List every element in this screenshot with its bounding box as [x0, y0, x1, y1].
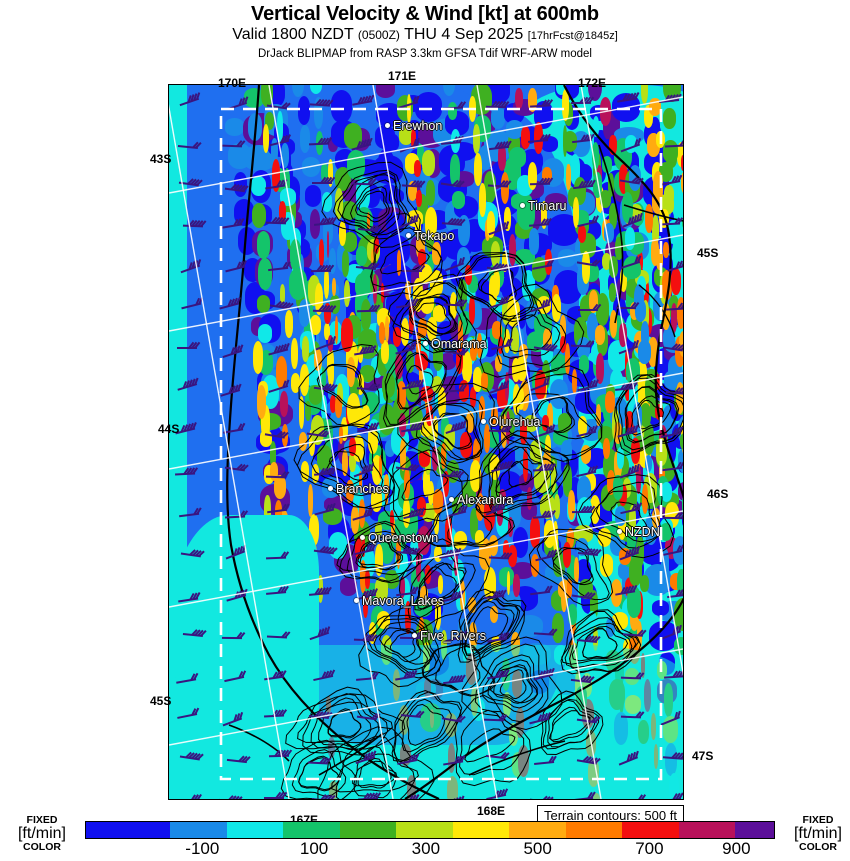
coord-46s-right: 46S — [707, 487, 729, 501]
forecast-hour: [17hrFcst@1845z] — [527, 30, 618, 42]
city-label: Olurehua — [489, 414, 541, 429]
colorbar-segment — [622, 822, 679, 838]
coord-45s-left: 45S — [150, 694, 172, 708]
city-marker[interactable]: Omarama — [423, 335, 487, 353]
units-color-label-left: COLOR — [23, 840, 61, 853]
coord-168e-bottom: 168E — [477, 804, 506, 818]
units-fixed-label-right: FIXED — [802, 814, 834, 826]
city-dot-icon — [423, 341, 428, 347]
colorbar-units-right: FIXED [ft/min] COLOR — [786, 815, 850, 852]
colorbar-units-left: FIXED [ft/min] COLOR — [2, 815, 82, 852]
forecast-map[interactable]: Erewhon Timaru Tekapo Omarama Olurehua Branch… — [168, 84, 684, 800]
city-marker[interactable]: Erewhon — [385, 117, 442, 135]
city-dot-icon — [354, 598, 359, 604]
colorbar-tick-labels: -100 100 300 500 700 900 — [85, 839, 775, 861]
city-marker[interactable]: Queenstown — [360, 529, 438, 547]
coord-170e-top: 170E — [218, 76, 247, 90]
colorbar-segment — [339, 822, 397, 838]
colorbar-tick: 900 — [722, 839, 751, 858]
valid-date: THU 4 Sep 2025 — [404, 26, 524, 43]
colorbar-segment — [678, 822, 736, 838]
units-fixed-label-left: FIXED — [26, 814, 58, 826]
city-label: Tekapo — [414, 228, 455, 243]
coord-44s-left: 44S — [158, 422, 180, 436]
coord-172e-top: 172E — [578, 76, 607, 90]
city-label: Five_Rivers — [420, 628, 486, 643]
city-dot-icon — [412, 633, 417, 639]
units-color-label-right: COLOR — [799, 840, 837, 853]
colorbar-tick: -100 — [185, 839, 220, 858]
city-marker[interactable]: Alexandra — [449, 491, 513, 509]
title-block: Vertical Velocity & Wind [kt] at 600mb V… — [0, 0, 850, 62]
city-label: Alexandra — [457, 492, 514, 507]
city-label: Mavora_Lakes — [362, 593, 444, 608]
city-dot-icon — [481, 419, 486, 425]
coord-171e-top: 171E — [388, 69, 417, 83]
coord-47s-right: 47S — [692, 749, 714, 763]
city-label: Omarama — [431, 336, 487, 351]
colorbar-tick: 300 — [411, 839, 441, 858]
colorbar-segment — [565, 822, 623, 838]
units-ftmin-label-left: [ft/min] — [17, 824, 66, 842]
city-label-layer: Erewhon Timaru Tekapo Omarama Olurehua Branch… — [169, 85, 683, 799]
city-label: NZDN — [625, 524, 660, 539]
colorbar-tick: 700 — [635, 839, 664, 858]
city-marker[interactable]: Timaru — [520, 197, 566, 215]
city-dot-icon — [328, 486, 333, 492]
colorbar-segment — [170, 822, 227, 838]
city-dot-icon — [360, 535, 365, 541]
colorbar-segment — [452, 822, 510, 838]
city-marker[interactable]: Branches — [328, 480, 389, 498]
valid-prefix: Valid 1800 NZDT — [232, 26, 354, 43]
city-dot-icon — [617, 529, 622, 535]
valid-time-line: Valid 1800 NZDT (0500Z) THU 4 Sep 2025 [… — [0, 25, 850, 46]
coord-45s-right: 45S — [697, 246, 719, 260]
city-dot-icon — [385, 123, 390, 129]
model-source-line: DrJack BLIPMAP from RASP 3.3km GFSA Tdif… — [257, 48, 592, 60]
city-marker[interactable]: Olurehua — [481, 413, 540, 431]
colorbar-segment — [226, 822, 284, 838]
city-dot-icon — [520, 203, 525, 209]
city-marker[interactable]: NZDN — [617, 523, 660, 541]
valid-z: (0500Z) — [357, 28, 400, 42]
units-ftmin-label-right: [ft/min] — [793, 824, 842, 842]
city-label: Timaru — [528, 198, 567, 213]
page-title: Vertical Velocity & Wind [kt] at 600mb — [251, 3, 599, 25]
colorbar-segment — [86, 822, 171, 838]
city-marker[interactable]: Mavora_Lakes — [354, 592, 444, 610]
coord-43s-left: 43S — [150, 152, 172, 166]
colorbar-segment — [509, 822, 566, 838]
city-marker[interactable]: Five_Rivers — [412, 627, 486, 645]
colorbar-segment — [396, 822, 453, 838]
colorbar-segment — [283, 822, 340, 838]
city-dot-icon — [449, 497, 454, 503]
colorbar-tick: 100 — [299, 839, 329, 858]
graticule-layer — [169, 85, 683, 799]
city-label: Queenstown — [368, 530, 439, 545]
colorbar-segment — [735, 822, 775, 838]
city-label: Erewhon — [393, 118, 443, 133]
city-label: Branches — [336, 481, 389, 496]
city-dot-icon — [406, 233, 411, 239]
colorbar[interactable] — [85, 821, 775, 839]
colorbar-tick: 500 — [523, 839, 552, 858]
city-marker[interactable]: Tekapo — [406, 227, 454, 245]
